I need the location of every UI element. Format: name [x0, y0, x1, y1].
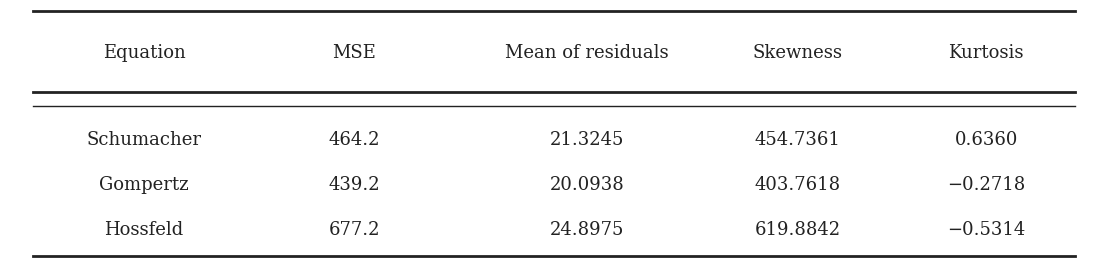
Text: MSE: MSE: [332, 44, 377, 62]
Text: −0.5314: −0.5314: [947, 221, 1025, 239]
Text: Mean of residuals: Mean of residuals: [505, 44, 669, 62]
Text: 439.2: 439.2: [329, 176, 380, 194]
Text: 24.8975: 24.8975: [550, 221, 625, 239]
Text: 677.2: 677.2: [329, 221, 380, 239]
Text: −0.2718: −0.2718: [947, 176, 1025, 194]
Text: Equation: Equation: [103, 44, 185, 62]
Text: Schumacher: Schumacher: [86, 131, 202, 149]
Text: 454.7361: 454.7361: [755, 131, 841, 149]
Text: Kurtosis: Kurtosis: [948, 44, 1024, 62]
Text: Skewness: Skewness: [752, 44, 843, 62]
Text: 464.2: 464.2: [329, 131, 380, 149]
Text: 0.6360: 0.6360: [954, 131, 1018, 149]
Text: 619.8842: 619.8842: [755, 221, 841, 239]
Text: 21.3245: 21.3245: [550, 131, 625, 149]
Text: Gompertz: Gompertz: [100, 176, 188, 194]
Text: 403.7618: 403.7618: [755, 176, 841, 194]
Text: 20.0938: 20.0938: [550, 176, 625, 194]
Text: Hossfeld: Hossfeld: [104, 221, 184, 239]
